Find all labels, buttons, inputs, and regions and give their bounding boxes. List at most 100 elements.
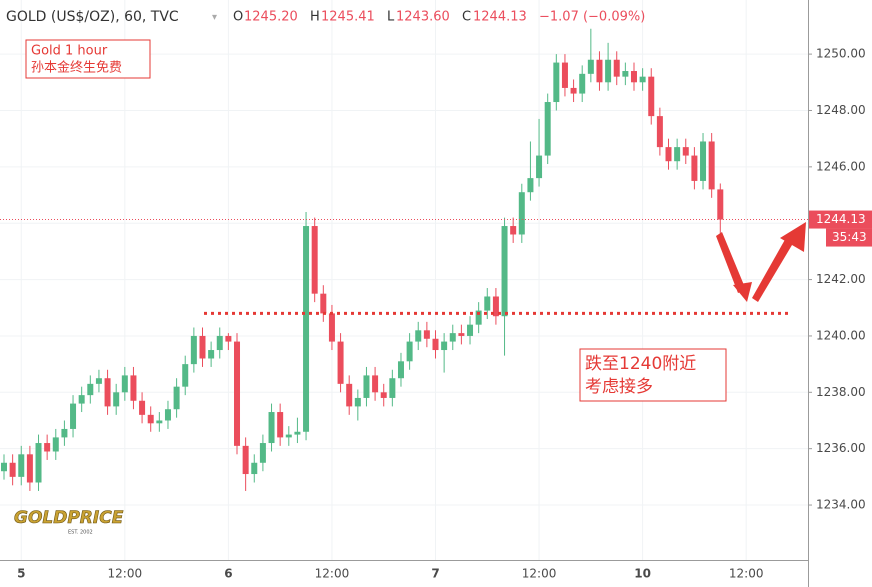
- candle-body: [622, 71, 629, 77]
- candle-body: [259, 443, 266, 463]
- candle-body: [139, 400, 146, 415]
- candle-body: [44, 443, 51, 452]
- note-text: 跌至1240附近: [585, 354, 696, 374]
- countdown-box: [826, 228, 872, 247]
- logo-est: EST. 2002: [68, 530, 93, 536]
- countdown: 35:43: [832, 230, 867, 244]
- candle-body: [372, 375, 379, 393]
- arrows: [716, 222, 806, 302]
- candle-body: [518, 192, 525, 235]
- c-value: 1244.13: [473, 10, 527, 25]
- x-tick-label: 12:00: [729, 567, 764, 581]
- candle-body: [406, 341, 413, 362]
- logo-text: GOLDPRICE: [14, 508, 124, 528]
- h-value: 1245.41: [321, 10, 375, 25]
- o-value: 1245.20: [244, 10, 298, 25]
- change: −1.07 (−0.09%): [539, 10, 645, 25]
- candle-body: [449, 333, 456, 342]
- candle-body: [147, 414, 154, 424]
- symbol: GOLD (US$/OZ), 60, TVC: [6, 9, 179, 25]
- x-tick-label: 10: [634, 567, 651, 581]
- candle-body: [363, 375, 370, 398]
- candle-body: [225, 335, 232, 342]
- candle-body: [70, 403, 77, 429]
- l-value: 1243.60: [396, 10, 450, 25]
- candle-body: [294, 431, 301, 435]
- candle-body: [536, 155, 543, 179]
- candle-body: [285, 434, 292, 438]
- candle-body: [87, 383, 94, 396]
- candle-body: [130, 375, 137, 401]
- candle-body: [492, 296, 499, 317]
- candle-body: [95, 378, 102, 384]
- candle-body: [389, 378, 396, 398]
- x-tick-label: 12:00: [522, 567, 557, 581]
- candle-body: [682, 147, 689, 156]
- candle-body: [78, 395, 85, 404]
- candle-body: [121, 375, 128, 393]
- note-text: Gold 1 hour: [31, 44, 108, 59]
- x-tick-label: 6: [224, 567, 232, 581]
- logo: GOLDPRICE EST. 2002: [14, 508, 124, 536]
- candle-body: [216, 335, 223, 351]
- candle-body: [656, 116, 663, 148]
- y-tick-label: 1234.00: [816, 498, 866, 512]
- y-tick-label: 1238.00: [816, 385, 866, 399]
- candle-body: [553, 62, 560, 103]
- dropdown: ▾: [212, 12, 217, 23]
- candle-body: [441, 341, 448, 351]
- candle-body: [613, 59, 620, 77]
- y-tick-label: 1248.00: [816, 103, 866, 117]
- candle-body: [9, 462, 16, 477]
- x-tick-label: 12:00: [315, 567, 350, 581]
- candle-body: [397, 361, 404, 379]
- candle-body: [190, 335, 197, 365]
- candle-body: [527, 178, 534, 193]
- candle-body: [639, 76, 646, 83]
- candle-body: [665, 147, 672, 162]
- candle-body: [311, 226, 318, 294]
- candle-body: [596, 59, 603, 83]
- y-tick-label: 1236.00: [816, 441, 866, 455]
- o-label: O: [233, 10, 243, 25]
- candle-body: [570, 87, 577, 94]
- candle-body: [354, 397, 361, 407]
- note-box: 跌至1240附近 考虑接多: [579, 348, 727, 402]
- y-tick-label: 1240.00: [816, 328, 866, 342]
- candle-body: [346, 383, 353, 407]
- y-tick-label: 1246.00: [816, 159, 866, 173]
- arrow-head: [733, 282, 752, 302]
- candle-body: [380, 392, 387, 398]
- candle-body: [1, 462, 7, 472]
- candle-body: [26, 454, 33, 483]
- l-label: L: [387, 10, 395, 25]
- candle-body: [52, 437, 59, 452]
- candle-body: [484, 296, 491, 311]
- y-tick-label: 1250.00: [816, 47, 866, 61]
- candle-body: [648, 76, 655, 117]
- arrow-head: [780, 222, 806, 252]
- candle-body: [432, 338, 439, 351]
- candle-body: [199, 335, 206, 359]
- candle-body: [674, 147, 681, 162]
- candle-body: [717, 189, 724, 220]
- candle-body: [691, 155, 698, 181]
- candle-body: [475, 310, 482, 325]
- candle-body: [35, 443, 42, 483]
- note-text: 考虑接多: [585, 377, 653, 397]
- h-label: H: [310, 10, 320, 25]
- candle-body: [561, 62, 568, 88]
- last-price-box: [809, 210, 872, 229]
- candles: [1, 28, 724, 491]
- candle-body: [251, 462, 258, 475]
- candle-body: [156, 420, 163, 424]
- candle-body: [708, 141, 715, 190]
- candle-body: [544, 102, 551, 156]
- candle-body: [423, 330, 430, 339]
- candle-body: [328, 313, 335, 342]
- note-border: [579, 348, 727, 402]
- candle-body: [268, 412, 275, 444]
- candle-body: [587, 59, 594, 74]
- arrow-shaft: [752, 236, 795, 302]
